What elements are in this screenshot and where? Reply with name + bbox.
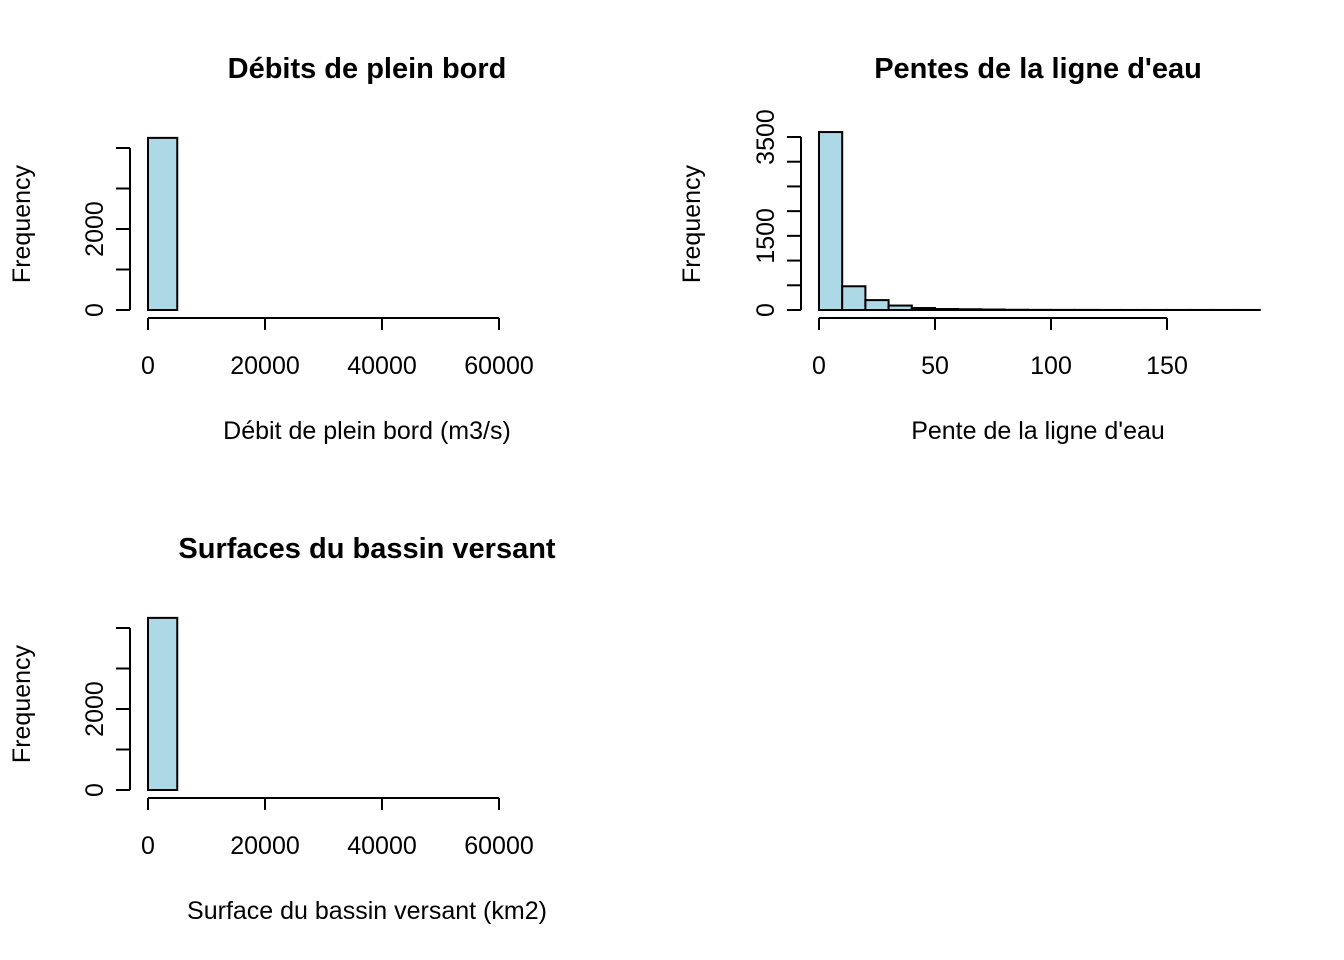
x-tick-label: 50 xyxy=(921,352,949,380)
x-tick-label: 0 xyxy=(141,832,155,860)
y-tick-label: 2000 xyxy=(81,681,109,737)
y-tick-label: 0 xyxy=(752,303,780,317)
histogram-pentes-ligne-eau: Pentes de la ligne d'eau Pente de la lig… xyxy=(678,53,1261,445)
histogram-bar xyxy=(887,304,913,311)
y-axis-label: Frequency xyxy=(678,164,706,283)
histogram-bar xyxy=(841,285,867,312)
histogram-bar xyxy=(957,308,983,312)
x-tick-label: 40000 xyxy=(347,832,417,860)
y-tick-label: 1500 xyxy=(752,208,780,264)
x-tick-label: 0 xyxy=(812,352,826,380)
x-axis-label: Pente de la ligne d'eau xyxy=(911,417,1165,445)
histogram-bar xyxy=(147,136,179,311)
chart-title: Pentes de la ligne d'eau xyxy=(874,53,1202,85)
x-axis-label: Surface du bassin versant (km2) xyxy=(187,897,547,925)
histogram-bar xyxy=(864,299,890,312)
histogram-surfaces-bassin-versant: Surfaces du bassin versant Surface du ba… xyxy=(8,533,556,925)
x-tick-label: 40000 xyxy=(347,352,417,380)
histogram-bar xyxy=(934,308,960,311)
x-tick-label: 0 xyxy=(141,352,155,380)
x-tick-label: 150 xyxy=(1146,352,1188,380)
y-axis-label: Frequency xyxy=(8,644,36,763)
x-tick-label: 60000 xyxy=(464,832,534,860)
x-axis-label: Débit de plein bord (m3/s) xyxy=(223,417,511,445)
chart-title: Surfaces du bassin versant xyxy=(178,533,555,565)
histogram-bar xyxy=(910,307,936,312)
histogram-debits-plein-bord: Débits de plein bord Débit de plein bord… xyxy=(8,53,534,445)
y-tick-label: 0 xyxy=(81,783,109,797)
histogram-bar xyxy=(818,131,844,311)
x-tick-label: 20000 xyxy=(230,352,300,380)
chart-title: Débits de plein bord xyxy=(228,53,507,85)
y-tick-label: 2000 xyxy=(81,201,109,257)
x-tick-label: 60000 xyxy=(464,352,534,380)
y-tick-label: 0 xyxy=(81,303,109,317)
y-axis-label: Frequency xyxy=(8,164,36,283)
x-tick-label: 100 xyxy=(1030,352,1072,380)
histogram-bar xyxy=(147,616,179,791)
x-tick-label: 20000 xyxy=(230,832,300,860)
y-tick-label: 3500 xyxy=(752,109,780,165)
